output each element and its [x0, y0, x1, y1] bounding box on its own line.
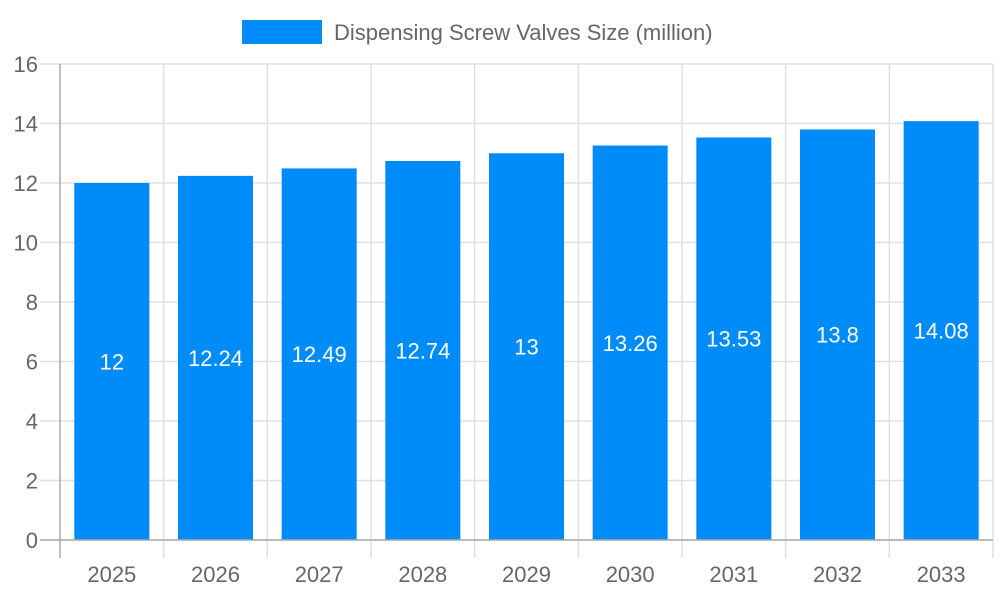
y-tick-label: 6: [26, 350, 38, 375]
data-label: 13: [514, 335, 538, 360]
bar: [74, 183, 150, 540]
x-tick-label: 2029: [502, 562, 551, 587]
bar: [385, 160, 461, 541]
data-label: 13.26: [603, 331, 658, 356]
y-tick-label: 2: [26, 469, 38, 494]
data-label: 12.74: [395, 338, 450, 363]
y-tick-label: 8: [26, 290, 38, 315]
bar: [489, 153, 564, 540]
x-tick-label: 2032: [813, 562, 862, 587]
data-label: 13.53: [706, 327, 761, 352]
data-label: 14.08: [914, 319, 969, 344]
y-tick-label: 10: [14, 231, 38, 256]
data-label: 12: [100, 350, 124, 375]
x-tick-label: 2025: [87, 562, 136, 587]
bar: [592, 145, 668, 540]
legend[interactable]: Dispensing Screw Valves Size (million): [242, 20, 713, 45]
x-tick-label: 2033: [917, 562, 966, 587]
y-tick-label: 12: [14, 171, 38, 196]
data-label: 12.49: [292, 342, 347, 367]
data-label: 13.8: [816, 323, 859, 348]
x-tick-label: 2030: [606, 562, 655, 587]
bar: [696, 137, 772, 541]
y-tick-label: 4: [26, 409, 38, 434]
y-tick-label: 16: [14, 52, 38, 77]
data-label: 12.24: [188, 346, 243, 371]
bar: [800, 129, 875, 540]
y-tick-label: 14: [14, 112, 38, 137]
x-tick-label: 2031: [709, 562, 758, 587]
axes: 0 2 4 6 8 10 12 14 16 2025 2026 2027 2028 2029 2030 203…: [14, 52, 993, 587]
x-tick-label: 2026: [191, 562, 240, 587]
x-tick-label: 2027: [295, 562, 344, 587]
y-tick-label: 0: [26, 528, 38, 553]
bar: [903, 121, 979, 541]
bar: [178, 175, 253, 541]
bar: [281, 168, 357, 541]
bars: 12 12.24 12.49 12.74 13 13.26 13.53 13.8 14.08: [74, 121, 979, 541]
legend-swatch: [242, 20, 322, 44]
x-tick-label: 2028: [398, 562, 447, 587]
legend-label: Dispensing Screw Valves Size (million): [334, 20, 713, 45]
